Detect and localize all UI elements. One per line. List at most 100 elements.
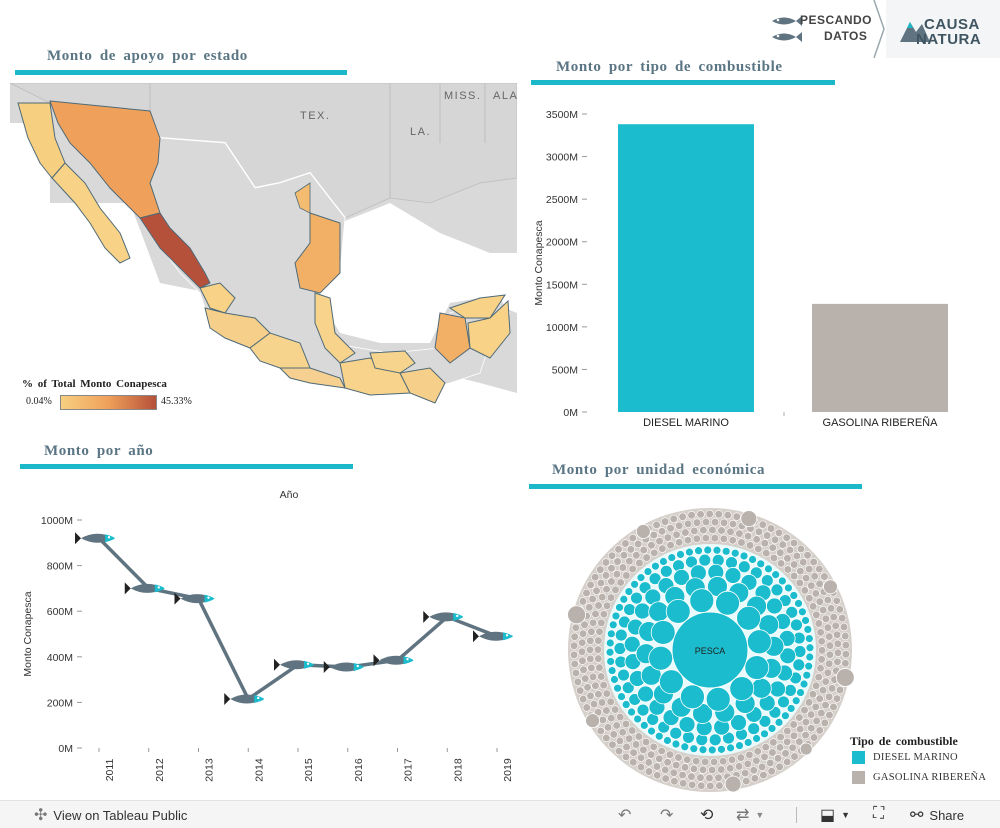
- bubble-diesel[interactable]: [608, 620, 618, 630]
- bubble-gasolina[interactable]: [814, 619, 823, 628]
- bubble-diesel[interactable]: [643, 567, 653, 576]
- bubble-gasolina[interactable]: [823, 623, 832, 632]
- bubble-diesel[interactable]: [794, 599, 803, 608]
- bubble-diesel[interactable]: [746, 629, 772, 655]
- bubble-gasolina[interactable]: [835, 668, 855, 687]
- bubble-gasolina[interactable]: [661, 765, 670, 775]
- bubble-diesel[interactable]: [777, 695, 790, 709]
- bubble-gasolina[interactable]: [705, 509, 714, 519]
- bubble-gasolina[interactable]: [783, 565, 792, 574]
- bubble-diesel[interactable]: [707, 745, 717, 755]
- bubble-gasolina[interactable]: [594, 636, 603, 645]
- bubble-diesel[interactable]: [633, 714, 643, 724]
- bubble-gasolina[interactable]: [697, 781, 706, 790]
- bubble-gasolina[interactable]: [647, 541, 656, 550]
- bubble-diesel[interactable]: [804, 661, 814, 671]
- bubble-gasolina[interactable]: [710, 757, 719, 767]
- bubble-diesel[interactable]: [610, 675, 619, 684]
- bubble-gasolina[interactable]: [629, 748, 638, 757]
- bubble-gasolina[interactable]: [808, 690, 818, 699]
- bubble-diesel[interactable]: [744, 655, 770, 680]
- bubble-gasolina[interactable]: [683, 755, 692, 764]
- bubble-diesel[interactable]: [771, 570, 781, 580]
- bubble-gasolina[interactable]: [796, 725, 805, 734]
- bubble-gasolina[interactable]: [783, 554, 792, 563]
- bubble-gasolina[interactable]: [635, 558, 644, 568]
- bubble-diesel[interactable]: [758, 714, 772, 728]
- bubble-gasolina[interactable]: [809, 733, 819, 742]
- bubble-diesel[interactable]: [798, 607, 807, 617]
- bubble-diesel[interactable]: [621, 681, 635, 695]
- bubble-gasolina[interactable]: [647, 750, 656, 759]
- bubble-diesel[interactable]: [685, 547, 694, 557]
- bubble-diesel[interactable]: [658, 669, 684, 695]
- fish-point-marker[interactable]: [373, 654, 414, 667]
- bubble-gasolina[interactable]: [783, 757, 792, 767]
- bubble-gasolina[interactable]: [639, 545, 648, 555]
- bubble-gasolina[interactable]: [740, 510, 758, 528]
- bubble-gasolina[interactable]: [634, 732, 644, 741]
- redo-button[interactable]: ↷: [660, 805, 673, 825]
- bubble-diesel[interactable]: [663, 736, 672, 745]
- bubble-gasolina[interactable]: [841, 650, 851, 659]
- bubble-diesel[interactable]: [756, 559, 766, 569]
- pescando-datos-logo[interactable]: PESCANDO DATOS: [768, 12, 872, 48]
- bubble-gasolina[interactable]: [835, 605, 844, 614]
- bubble-gasolina[interactable]: [727, 755, 737, 764]
- bubble-gasolina[interactable]: [586, 580, 595, 590]
- bubble-gasolina[interactable]: [789, 720, 798, 729]
- bubble-gasolina[interactable]: [835, 685, 845, 695]
- bubble-gasolina[interactable]: [724, 775, 742, 793]
- bubble-diesel[interactable]: [805, 652, 815, 662]
- bubble-gasolina[interactable]: [586, 654, 595, 664]
- bubble-gasolina[interactable]: [801, 731, 810, 740]
- bubble-gasolina[interactable]: [719, 518, 729, 527]
- bubble-gasolina[interactable]: [692, 534, 701, 543]
- bubble-pesca[interactable]: [671, 611, 749, 689]
- bubble-diesel[interactable]: [737, 560, 751, 574]
- bubble-gasolina[interactable]: [570, 659, 579, 669]
- bubble-gasolina[interactable]: [683, 519, 693, 528]
- bubble-gasolina[interactable]: [737, 538, 746, 547]
- bubble-gasolina[interactable]: [576, 686, 585, 695]
- bubble-gasolina[interactable]: [742, 776, 751, 786]
- bubble-gasolina[interactable]: [607, 714, 616, 723]
- undo-button[interactable]: ↶: [618, 805, 631, 825]
- bubble-gasolina[interactable]: [589, 618, 598, 627]
- bubble-gasolina[interactable]: [594, 654, 603, 663]
- bubble-diesel[interactable]: [750, 677, 772, 699]
- bubble-diesel[interactable]: [796, 688, 805, 697]
- bubble-gasolina[interactable]: [788, 743, 797, 752]
- bubble-diesel[interactable]: [689, 744, 699, 754]
- bubble-gasolina[interactable]: [599, 681, 608, 690]
- bubble-diesel[interactable]: [676, 550, 685, 559]
- bubble-diesel[interactable]: [605, 638, 615, 648]
- bubble-gasolina[interactable]: [621, 719, 631, 729]
- bubble-legend-diesel[interactable]: DIESEL MARINO: [852, 751, 958, 764]
- bubble-gasolina[interactable]: [609, 730, 618, 739]
- bubble-gasolina[interactable]: [825, 710, 834, 720]
- bubble-gasolina[interactable]: [680, 763, 690, 772]
- bubble-diesel[interactable]: [685, 555, 698, 569]
- bubble-diesel[interactable]: [698, 553, 712, 567]
- bubble-gasolina[interactable]: [769, 738, 778, 747]
- bubble-gasolina[interactable]: [596, 565, 605, 574]
- bubble-diesel[interactable]: [803, 625, 813, 634]
- bubble-gasolina[interactable]: [758, 762, 767, 772]
- bubble-gasolina[interactable]: [650, 548, 659, 557]
- bubble-gasolina[interactable]: [679, 779, 688, 788]
- bubble-gasolina[interactable]: [736, 753, 745, 762]
- bubble-gasolina[interactable]: [810, 572, 819, 581]
- bubble-diesel[interactable]: [636, 703, 650, 717]
- bubble-gasolina[interactable]: [622, 571, 631, 580]
- bubble-gasolina[interactable]: [628, 726, 637, 735]
- bubble-diesel[interactable]: [736, 605, 762, 631]
- bubble-diesel[interactable]: [659, 557, 668, 566]
- bubble-gasolina[interactable]: [644, 758, 653, 767]
- bubble-gasolina[interactable]: [820, 572, 829, 581]
- bubble-gasolina[interactable]: [714, 510, 723, 519]
- bubble-gasolina[interactable]: [811, 589, 820, 598]
- bubble-gasolina[interactable]: [832, 596, 841, 605]
- bubble-gasolina[interactable]: [801, 718, 811, 727]
- bubble-gasolina[interactable]: [652, 520, 661, 530]
